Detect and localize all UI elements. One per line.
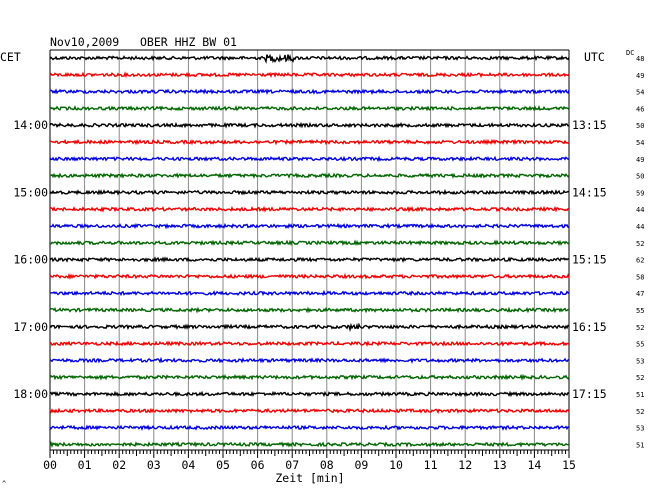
left-timezone-label: CET [0, 50, 21, 64]
dc-value-label: 52 [636, 324, 644, 332]
dc-value-label: 46 [636, 105, 644, 113]
trace-line [49, 272, 570, 280]
x-tick-label: 14 [527, 458, 541, 472]
x-tick-label: 04 [181, 458, 195, 472]
right-hour-label: 15:15 [572, 253, 607, 267]
dc-value-label: 52 [636, 408, 644, 416]
trace-line [49, 356, 570, 364]
x-tick-label: 08 [320, 458, 334, 472]
dc-value-label: 53 [636, 425, 644, 433]
trace-line [49, 256, 570, 263]
right-hour-label: 16:15 [572, 320, 607, 334]
trace-line [49, 53, 570, 64]
dc-value-labels: 48 49 54 46 50 54 49 50 59 44 44 52 62 58 47 55 52 55 53 52… [636, 55, 644, 449]
trace-line [49, 88, 570, 95]
right-timezone-label: UTC [584, 50, 605, 64]
trace-line [49, 239, 570, 247]
x-tick-label: 07 [285, 458, 299, 472]
dc-header: DC [626, 49, 634, 57]
dc-value-label: 54 [636, 89, 644, 97]
dc-value-label: 50 [636, 173, 644, 181]
right-hour-label: 17:15 [572, 387, 607, 401]
x-tick-label: 11 [424, 458, 438, 472]
trace-line [49, 340, 570, 347]
trace-line [49, 71, 570, 79]
trace-line [49, 205, 570, 213]
dc-value-label: 54 [636, 139, 644, 147]
x-tick-label: 03 [147, 458, 161, 472]
right-hour-label: 14:15 [572, 185, 607, 199]
x-tick-label: 02 [112, 458, 126, 472]
x-tick-label: 09 [354, 458, 368, 472]
seismic-traces [49, 53, 570, 448]
dc-value-label: 49 [636, 156, 644, 164]
x-tick-label: 01 [78, 458, 92, 472]
dc-value-label: 53 [636, 357, 644, 365]
left-hour-labels: 14:00 15:00 16:00 17:00 18:00 [13, 118, 48, 401]
trace-line [49, 172, 570, 179]
trace-line [49, 289, 570, 297]
corner-mark: ^ [2, 480, 6, 488]
trace-line [49, 105, 570, 112]
dc-value-label: 52 [636, 240, 644, 248]
trace-line [49, 373, 570, 381]
dc-value-label: 55 [636, 307, 644, 315]
dc-value-label: 50 [636, 122, 644, 130]
x-tick-label: 05 [216, 458, 230, 472]
dc-value-label: 47 [636, 290, 644, 298]
dc-value-label: 44 [636, 206, 644, 214]
dc-value-label: 52 [636, 374, 644, 382]
dc-value-label: 58 [636, 273, 644, 281]
dc-value-label: 48 [636, 55, 644, 63]
right-hour-label: 13:15 [572, 118, 607, 132]
grid-lines [49, 49, 570, 450]
chart-title-date: Nov10,2009 [50, 35, 119, 49]
x-tick-label: 15 [562, 458, 576, 472]
trace-line [49, 424, 570, 431]
trace-line [49, 155, 570, 162]
x-axis-label: Zeit [min] [275, 471, 344, 485]
x-tick-label: 13 [493, 458, 507, 472]
trace-line [49, 222, 570, 230]
dc-value-label: 49 [636, 72, 644, 80]
dc-value-label: 59 [636, 189, 644, 197]
left-hour-label: 15:00 [13, 185, 48, 199]
trace-line [49, 390, 570, 398]
trace-line [49, 440, 570, 448]
left-hour-label: 17:00 [13, 320, 48, 334]
x-axis: 00 01 02 03 04 05 06 07 08 09 10 11 12 13 14 15 [43, 449, 576, 472]
x-tick-label: 10 [389, 458, 403, 472]
dc-value-label: 44 [636, 223, 644, 231]
dc-value-label: 55 [636, 341, 644, 349]
left-hour-label: 16:00 [13, 253, 48, 267]
trace-line [49, 407, 570, 415]
left-hour-label: 14:00 [13, 118, 48, 132]
x-tick-label: 06 [251, 458, 265, 472]
x-tick-label: 00 [43, 458, 57, 472]
x-tick-label: 12 [458, 458, 472, 472]
dc-value-label: 51 [636, 441, 644, 449]
chart-title-station: OBER HHZ BW 01 [140, 35, 237, 49]
dc-value-label: 51 [636, 391, 644, 399]
trace-line [49, 322, 570, 333]
trace-line [49, 138, 570, 146]
trace-line [49, 188, 570, 196]
trace-line [49, 121, 569, 129]
dc-value-label: 62 [636, 257, 644, 265]
left-hour-label: 18:00 [13, 387, 48, 401]
right-hour-labels: 13:15 14:15 15:15 16:15 17:15 [572, 118, 607, 401]
trace-line [49, 306, 570, 314]
